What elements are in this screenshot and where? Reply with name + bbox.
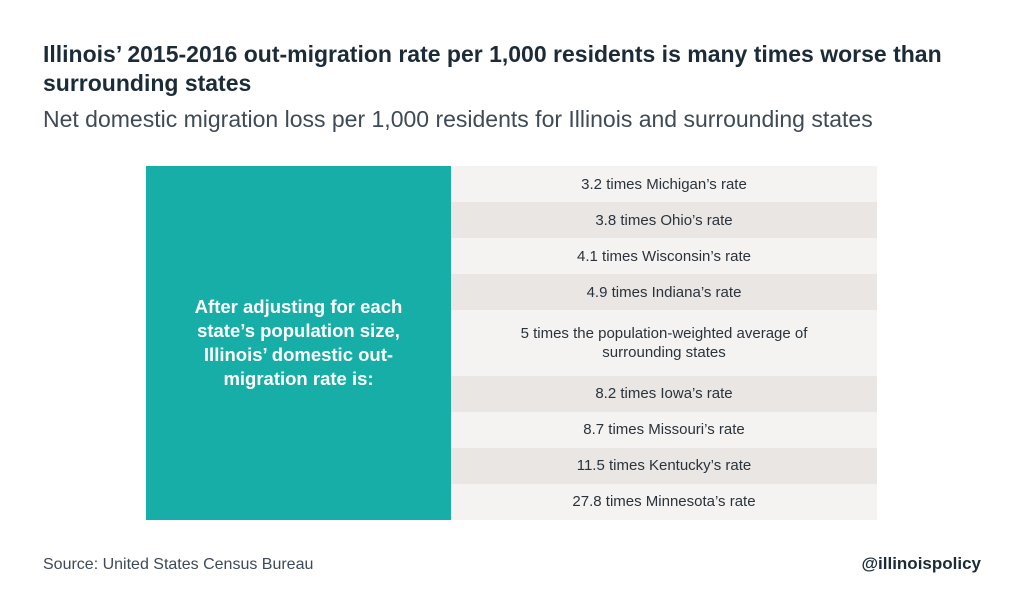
row-label: 27.8 times Minnesota’s rate xyxy=(572,493,756,511)
table-row: 4.9 times Indiana’s rate xyxy=(451,274,877,311)
row-label: 5 times the population-weighted average … xyxy=(520,324,808,361)
table-row: 27.8 times Minnesota’s rate xyxy=(451,483,877,520)
table-row: 11.5 times Kentucky’s rate xyxy=(451,447,877,484)
row-label: 4.9 times Indiana’s rate xyxy=(586,283,742,301)
summary-panel: After adjusting for each state’s populat… xyxy=(146,166,451,520)
table-row: 3.2 times Michigan’s rate xyxy=(451,166,877,203)
row-label: 8.2 times Iowa’s rate xyxy=(595,385,733,403)
summary-panel-text: After adjusting for each state’s populat… xyxy=(194,296,403,389)
chart-title: Illinois’ 2015-2016 out-migration rate p… xyxy=(43,41,942,96)
row-label: 8.7 times Missouri’s rate xyxy=(583,421,745,439)
table-row: 4.1 times Wisconsin’s rate xyxy=(451,238,877,275)
row-label: 11.5 times Kentucky’s rate xyxy=(576,457,752,475)
chart-subtitle: Net domestic migration loss per 1,000 re… xyxy=(43,106,873,132)
table-row: 3.8 times Ohio’s rate xyxy=(451,202,877,239)
social-handle: @illinoispolicy xyxy=(861,554,981,573)
table-row: 8.2 times Iowa’s rate xyxy=(451,375,877,412)
row-label: 4.1 times Wisconsin’s rate xyxy=(577,247,751,265)
comparison-table: 3.2 times Michigan’s rate 3.8 times Ohio… xyxy=(451,166,877,520)
table-row: 8.7 times Missouri’s rate xyxy=(451,411,877,448)
row-label: 3.2 times Michigan’s rate xyxy=(581,175,747,193)
table-row: 5 times the population-weighted average … xyxy=(451,310,877,376)
source-note: Source: United States Census Bureau xyxy=(43,556,314,573)
row-label: 3.8 times Ohio’s rate xyxy=(595,211,733,229)
